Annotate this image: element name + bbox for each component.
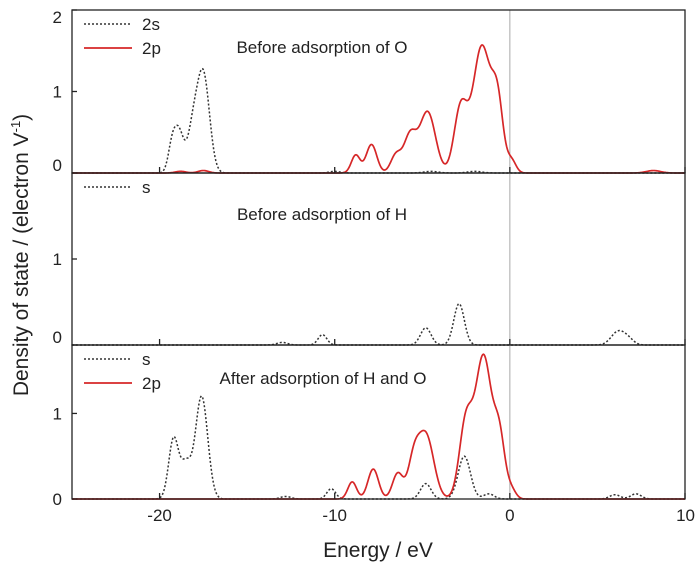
y-tick-label: 2	[53, 8, 62, 27]
series-line-2p	[72, 44, 685, 174]
y-tick-label: 1	[53, 83, 62, 102]
series-line-2s	[72, 67, 685, 174]
x-tick-label: -20	[147, 506, 172, 525]
y-axis-title-main: Density of state / (electron V	[10, 132, 33, 396]
panel-title: After adsorption of H and O	[220, 369, 427, 388]
legend-label-2p: 2p	[142, 39, 161, 58]
panel-frame	[71, 344, 686, 500]
y-axis-title: Density of state / (electron V-1)	[8, 114, 33, 396]
series-line-s	[72, 302, 685, 346]
y-tick-label: 1	[53, 250, 62, 269]
panel-title: Before adsorption of H	[237, 205, 407, 224]
y-tick-label: 0	[53, 490, 62, 509]
y-tick-label: 1	[53, 404, 62, 423]
x-tick-label: -10	[322, 506, 347, 525]
legend-label-s: s	[142, 350, 151, 369]
y-axis-title-superscript: -1	[8, 121, 23, 133]
panel-frame	[71, 9, 686, 174]
plot-layer: 0 1 2 2s 2p Before adsorption of O 0 1 s Before a…	[53, 8, 695, 525]
x-axis-title: Energy / eV	[323, 539, 433, 562]
y-axis-title-close: )	[10, 114, 33, 121]
legend-label-s: s	[142, 178, 151, 197]
legend-label-2s: 2s	[142, 15, 160, 34]
x-tick-label: 10	[676, 506, 695, 525]
y-tick-label: 0	[53, 156, 62, 175]
legend-label-2p: 2p	[142, 374, 161, 393]
panel-frame	[71, 172, 686, 346]
x-tick-label: 0	[505, 506, 514, 525]
panel-title: Before adsorption of O	[236, 38, 407, 57]
y-tick-label: 0	[53, 328, 62, 347]
